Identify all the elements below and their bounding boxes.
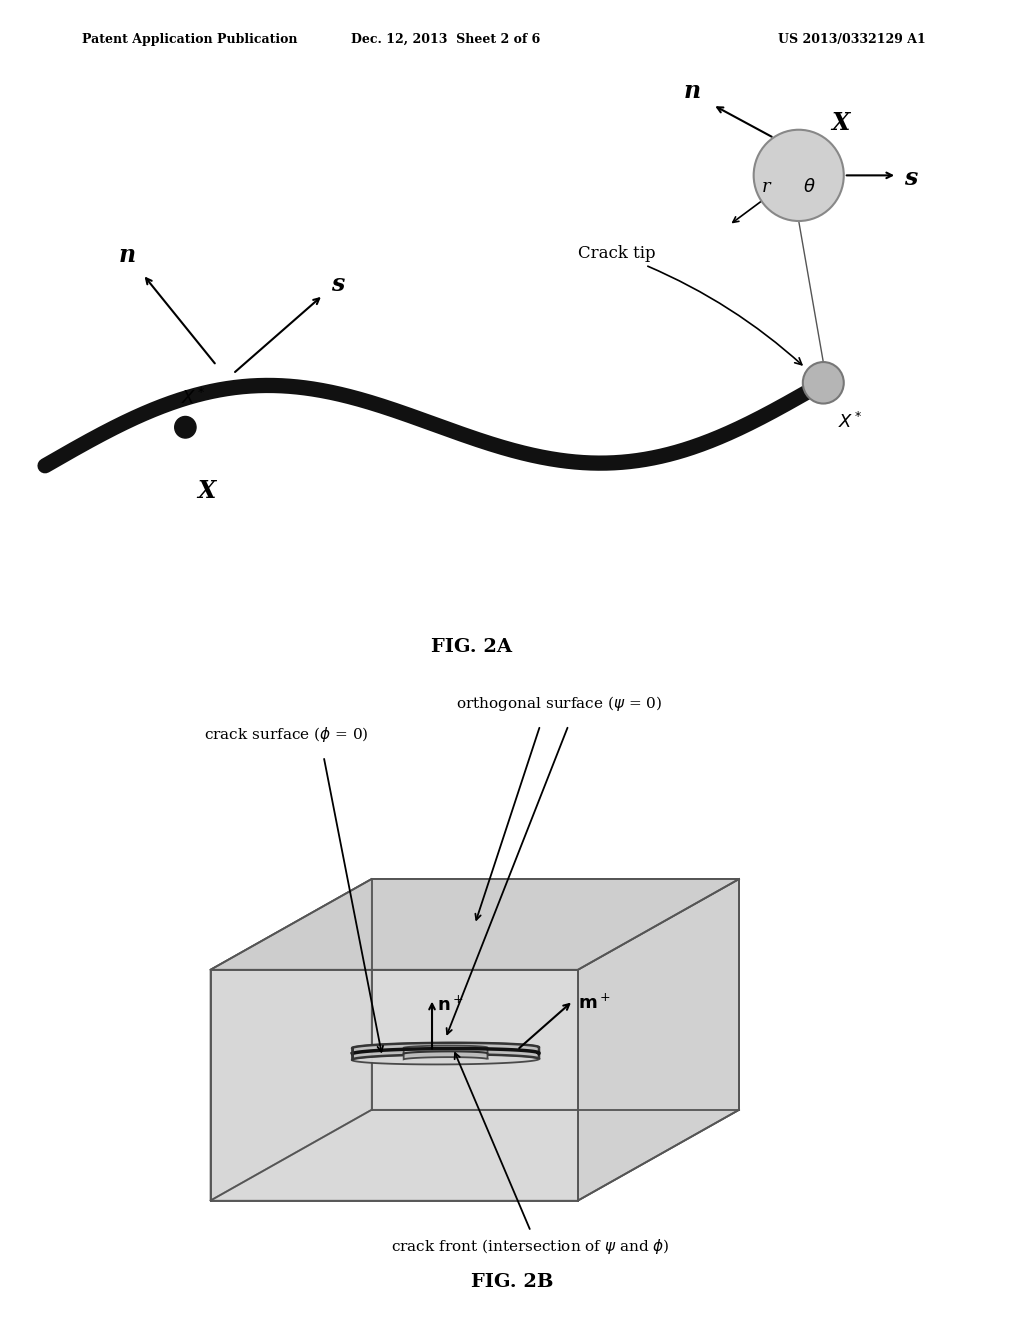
Polygon shape xyxy=(211,970,578,1201)
Polygon shape xyxy=(372,879,739,1110)
Text: crack front (intersection of $\psi$ and $\phi$): crack front (intersection of $\psi$ and … xyxy=(391,1237,670,1255)
Polygon shape xyxy=(403,1045,487,1059)
Text: X: X xyxy=(831,111,850,135)
Text: $\theta$: $\theta$ xyxy=(803,178,815,195)
Polygon shape xyxy=(211,879,739,970)
Text: Crack tip: Crack tip xyxy=(578,246,802,364)
Text: Patent Application Publication: Patent Application Publication xyxy=(82,33,297,46)
Polygon shape xyxy=(351,1043,539,1053)
Text: US 2013/0332129 A1: US 2013/0332129 A1 xyxy=(778,33,926,46)
Circle shape xyxy=(803,362,844,404)
Polygon shape xyxy=(211,1110,739,1201)
Text: $X^*$: $X^*$ xyxy=(838,412,863,433)
Text: r: r xyxy=(762,178,770,195)
Text: s: s xyxy=(903,166,916,190)
Text: Dec. 12, 2013  Sheet 2 of 6: Dec. 12, 2013 Sheet 2 of 6 xyxy=(351,33,540,46)
Text: n: n xyxy=(684,79,701,103)
Polygon shape xyxy=(211,879,372,1201)
Text: X: X xyxy=(198,479,216,503)
Polygon shape xyxy=(351,1055,539,1064)
Text: orthogonal surface ($\psi$ = 0): orthogonal surface ($\psi$ = 0) xyxy=(456,694,663,713)
Text: FIG. 2A: FIG. 2A xyxy=(430,639,512,656)
Text: s: s xyxy=(331,272,344,296)
Text: FIG. 2B: FIG. 2B xyxy=(471,1274,553,1291)
Polygon shape xyxy=(578,879,739,1201)
Polygon shape xyxy=(352,1043,539,1059)
Text: $X^*$: $X^*$ xyxy=(181,388,206,408)
Circle shape xyxy=(754,129,844,220)
Circle shape xyxy=(175,417,196,438)
Text: crack surface ($\phi$ = 0): crack surface ($\phi$ = 0) xyxy=(204,725,369,744)
Text: $\mathbf{m}^+$: $\mathbf{m}^+$ xyxy=(578,993,610,1012)
Text: $\mathbf{n}^+$: $\mathbf{n}^+$ xyxy=(436,995,464,1014)
Text: n: n xyxy=(118,243,135,267)
